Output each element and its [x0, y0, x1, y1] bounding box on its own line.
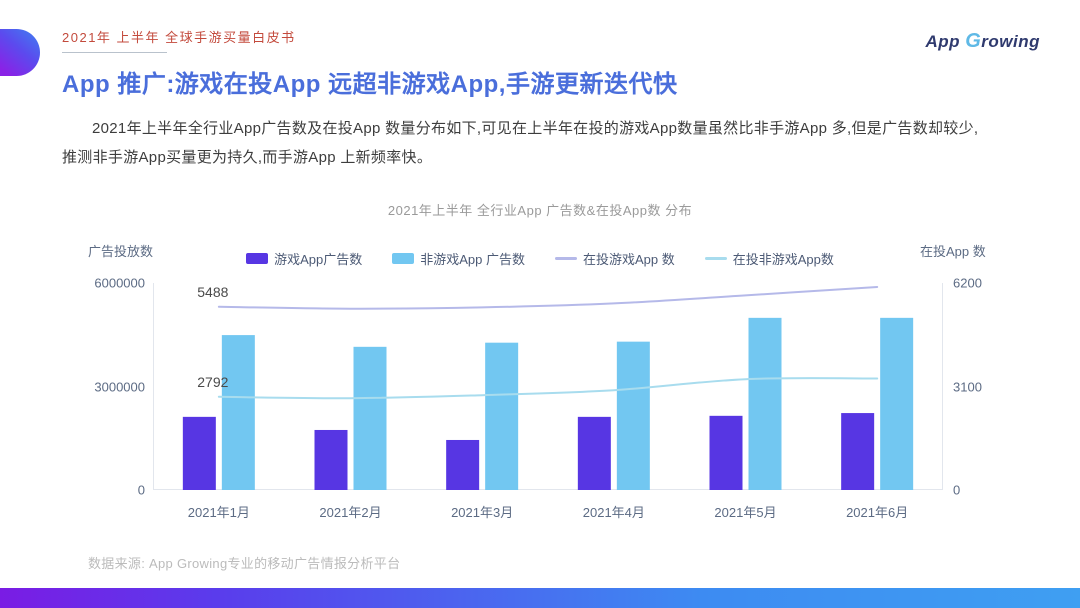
right-axis-tick-3100: 3100 [953, 379, 982, 394]
left-axis-tick-6000000: 6000000 [94, 275, 145, 291]
bar-game-6 [841, 413, 875, 490]
legend-label-3: 在投游戏App 数 [583, 252, 675, 267]
data-source-note: 数据来源: App Growing专业的移动广告情报分析平台 [88, 556, 401, 571]
legend-square-swatch-1 [246, 253, 269, 264]
legend-item-1: 游戏App广告数 [246, 249, 362, 268]
logo-text-app: App [925, 32, 960, 51]
app-growing-logo: App Growing [925, 30, 1040, 53]
bar-nongame-2 [353, 346, 387, 490]
bar-game-1 [182, 416, 216, 490]
bar-game-2 [314, 429, 348, 490]
x-label-1: 2021年1月 [187, 505, 250, 520]
legend-item-2: 非游戏App 广告数 [392, 249, 525, 268]
chart-title: 2021年上半年 全行业App 广告数&在投App数 分布 [387, 203, 693, 218]
bar-nongame-6 [880, 317, 914, 490]
bar-game-5 [709, 415, 743, 490]
bar-nongame-5 [748, 317, 782, 490]
line-nongame-apps [217, 377, 879, 400]
page-title: App 推广:游戏在投App 远超非游戏App,手游更新迭代快 [62, 71, 678, 98]
left-axis-tick-3000000: 3000000 [94, 379, 145, 394]
x-label-6: 2021年6月 [846, 505, 909, 520]
line-game-apps [217, 286, 879, 310]
right-axis-tick-6200: 6200 [953, 275, 982, 291]
right-axis-title: 在投App 数 [920, 244, 986, 259]
x-label-4: 2021年4月 [582, 505, 645, 520]
body-paragraph: 2021年上半年全行业App广告数及在投App 数量分布如下,可见在上半年在投的… [62, 120, 979, 166]
legend-label-2: 非游戏App 广告数 [420, 252, 525, 267]
legend-item-3: 在投游戏App 数 [555, 249, 675, 268]
legend-line-swatch-3 [555, 257, 577, 260]
right-axis-tick-0: 0 [953, 482, 961, 498]
x-label-2: 2021年2月 [319, 505, 382, 520]
chart-plot: 5488 2792 [153, 283, 943, 490]
annotation-5488: 5488 [197, 284, 228, 300]
x-label-3: 2021年3月 [451, 505, 514, 520]
bar-nongame-1 [221, 335, 255, 490]
annotation-2792: 2792 [197, 374, 228, 390]
logo-g-swoosh: G [965, 30, 982, 52]
x-label-5: 2021年5月 [714, 505, 777, 520]
logo-text-rowing: rowing [981, 32, 1040, 51]
legend-label-1: 游戏App广告数 [274, 252, 363, 267]
legend-line-swatch-4 [704, 257, 727, 260]
bar-game-4 [577, 416, 611, 490]
bar-game-3 [446, 439, 480, 490]
bar-nongame-4 [616, 341, 650, 490]
corner-blob-decoration [0, 29, 40, 76]
left-axis-tick-0: 0 [137, 482, 145, 498]
legend-square-swatch-2 [392, 253, 415, 264]
eyebrow-underline [62, 52, 167, 53]
bar-nongame-3 [485, 342, 519, 490]
left-axis-title: 广告投放数 [88, 244, 154, 259]
report-eyebrow: 2021年 上半年 全球手游买量白皮书 [62, 30, 296, 45]
chart-canvas: 5488 2792 [153, 283, 943, 490]
bottom-gradient-bar [0, 588, 1080, 608]
chart-legend: 游戏App广告数 非游戏App 广告数 在投游戏App 数 在投非游戏App数 [0, 249, 1080, 268]
legend-label-4: 在投非游戏App数 [732, 252, 834, 267]
legend-item-4: 在投非游戏App数 [704, 249, 834, 268]
